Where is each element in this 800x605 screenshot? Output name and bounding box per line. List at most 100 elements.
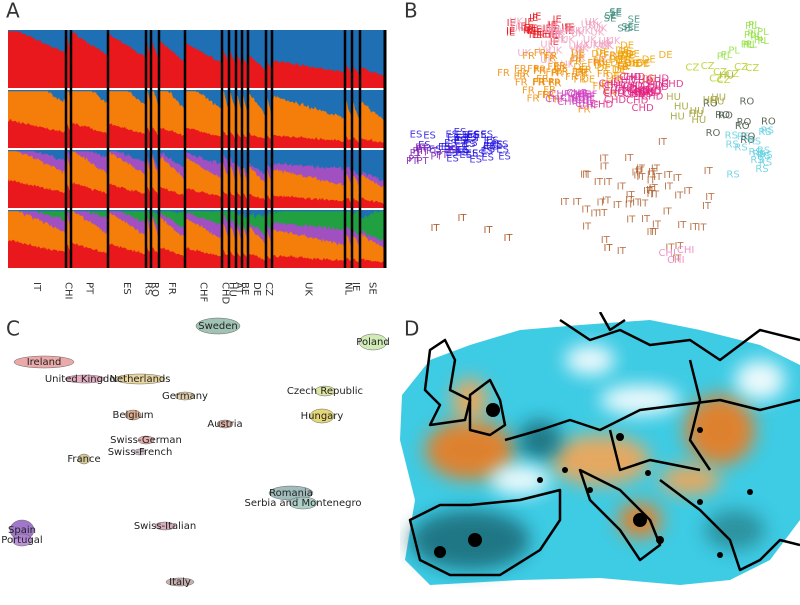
- sample-label: IT: [677, 220, 687, 231]
- sample-label: IT: [590, 209, 600, 220]
- sample-label: CHF: [570, 90, 591, 101]
- sample-label: HU: [674, 101, 689, 112]
- sample-label: FR: [497, 68, 510, 79]
- sample-label: FR: [579, 65, 592, 76]
- sample-label: CHD: [591, 99, 614, 110]
- sample-label: IT: [705, 192, 715, 203]
- sample-label: IT: [599, 154, 609, 165]
- sample-label: RS: [759, 157, 772, 168]
- sample-label: UK: [511, 23, 525, 34]
- sample-label: PL: [741, 40, 753, 51]
- sample-label: CZ: [709, 74, 723, 85]
- sample-label: ES: [445, 130, 458, 141]
- sample-label: DE: [620, 40, 634, 51]
- sample-label: RS: [725, 139, 738, 150]
- population-label: CHF: [198, 282, 209, 303]
- sample-label: ES: [491, 140, 504, 151]
- sample-label: CHD: [599, 79, 622, 90]
- country-label: Italy: [169, 577, 191, 588]
- sample-site: [697, 427, 703, 433]
- sample-label: UK: [585, 40, 599, 51]
- sample-label: ES: [466, 149, 479, 160]
- sample-label: IT: [625, 199, 635, 210]
- sample-label: FR: [578, 104, 591, 115]
- sample-label: RO: [703, 99, 718, 110]
- country-ellipse: [174, 391, 196, 401]
- sample-label: RS: [761, 125, 774, 136]
- sample-label: IT: [430, 223, 440, 234]
- sample-label: CHD: [623, 81, 646, 92]
- sample-label: UK: [553, 35, 567, 46]
- sample-site: [747, 489, 753, 495]
- sample-label: FR: [569, 57, 582, 68]
- sample-label: UK: [538, 47, 552, 58]
- sample-label: CHF: [575, 99, 596, 110]
- country-label: Swiss-German: [110, 435, 182, 446]
- sample-site: [656, 536, 664, 544]
- country-label: Romania: [269, 488, 313, 499]
- sample-label: DE: [606, 71, 620, 82]
- sample-label: DE: [573, 62, 587, 73]
- sample-label: FR: [543, 53, 556, 64]
- sample-label: IT: [636, 172, 646, 183]
- sample-label: CHD: [604, 80, 627, 91]
- sample-label: ES: [469, 154, 482, 165]
- sample-label: RO: [735, 121, 750, 132]
- country-label: Portugal: [1, 535, 42, 546]
- sample-label: DE: [642, 54, 656, 65]
- sample-label: CHD: [641, 91, 664, 102]
- sample-label: UK: [570, 46, 584, 57]
- sample-label: PL: [744, 30, 756, 41]
- sample-label: IT: [596, 197, 606, 208]
- sample-label: DE: [615, 55, 629, 66]
- sample-label: SE: [609, 8, 622, 19]
- sample-label: IT: [653, 172, 663, 183]
- sample-label: PL: [721, 50, 733, 61]
- sample-label: IT: [601, 235, 611, 246]
- sample-label: DE: [637, 58, 651, 69]
- sample-label: CHD: [628, 85, 651, 96]
- sample-label: HU: [670, 111, 685, 122]
- sample-label: HU: [688, 109, 703, 120]
- sample-label: UK: [547, 20, 561, 31]
- sample-label: DE: [659, 50, 673, 61]
- sample-site: [468, 533, 482, 547]
- sample-label: UK: [569, 42, 583, 53]
- country-ellipse: [137, 435, 155, 445]
- admixture-component: [8, 31, 385, 88]
- sample-label: CHD: [624, 89, 647, 100]
- sample-label: HU: [691, 115, 706, 126]
- coastline: [688, 359, 712, 471]
- sample-label: PT: [408, 154, 421, 165]
- sample-label: DE: [609, 54, 623, 65]
- sample-label: IE: [507, 18, 516, 29]
- sample-label: CHF: [560, 93, 581, 104]
- sample-label: CHD: [639, 87, 662, 98]
- sample-label: PL: [745, 21, 757, 32]
- country-label: Belgium: [113, 410, 154, 421]
- sample-label: PT: [415, 142, 428, 153]
- sample-label: SE: [628, 14, 641, 25]
- map-blob: [550, 435, 650, 485]
- sample-label: CHI: [667, 255, 684, 266]
- sample-label: IE: [548, 30, 557, 41]
- sample-label: UK: [581, 19, 595, 30]
- sample-label: PL: [750, 32, 762, 43]
- sample-label: ES: [447, 133, 460, 144]
- sample-label: CHD: [647, 82, 670, 93]
- sample-label: IE: [521, 23, 530, 34]
- sample-label: IT: [572, 197, 582, 208]
- population-label: RS: [143, 282, 154, 295]
- sample-label: PT: [436, 150, 449, 161]
- population-label: RO: [149, 282, 160, 297]
- sample-label: UK: [561, 35, 575, 46]
- sample-label: IT: [663, 170, 673, 181]
- map-blob: [425, 420, 515, 480]
- sample-label: ES: [474, 130, 487, 141]
- sample-label: RO: [737, 117, 752, 128]
- sample-label: FR: [575, 68, 588, 79]
- coastline: [559, 318, 800, 362]
- sample-label: FR: [556, 67, 569, 78]
- population-label: BE: [239, 282, 250, 295]
- sample-label: PT: [416, 147, 429, 158]
